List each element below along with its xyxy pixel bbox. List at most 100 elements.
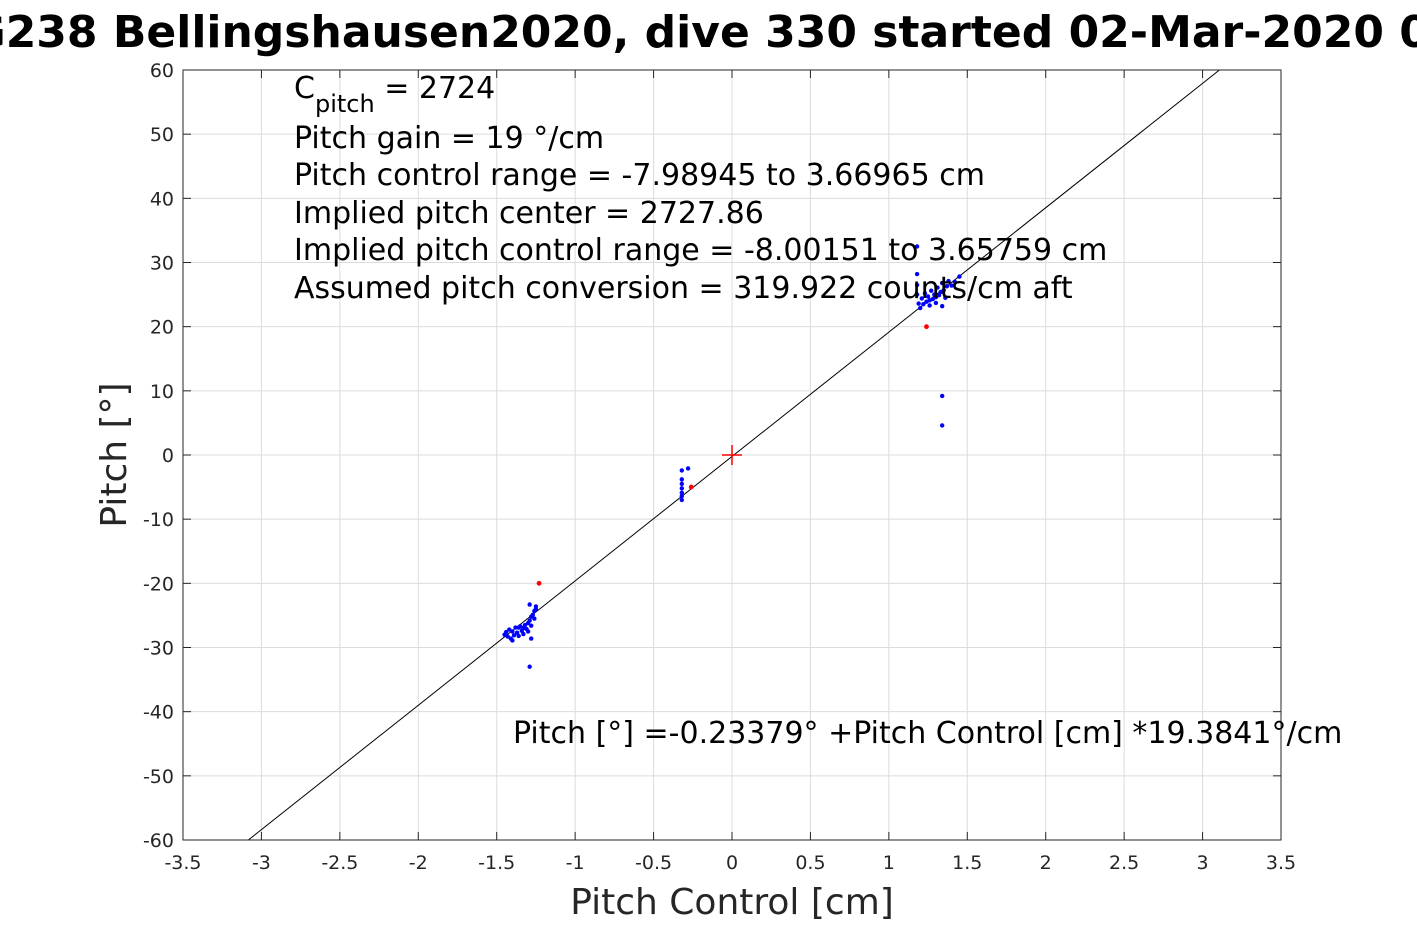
y-tick-label: -50 <box>143 766 174 788</box>
data-point <box>939 280 945 286</box>
annotation-c-pitch-base: C <box>294 71 315 106</box>
data-point <box>527 664 532 669</box>
data-point <box>914 292 920 297</box>
data-point <box>510 638 515 643</box>
x-tick-label: 2.5 <box>1109 852 1139 874</box>
x-tick-label: -2 <box>409 852 428 874</box>
y-tick-label: 20 <box>150 317 174 339</box>
x-tick-label: -0.5 <box>635 852 672 874</box>
x-tick-label: -1.5 <box>478 852 515 874</box>
data-point <box>933 300 939 306</box>
data-point <box>957 274 962 279</box>
x-axis-ticks: -3.5 -3 -2.5 -2 -1.5 -1 -0.5 0 0.5 1 1.5 2 2.5 3 3.5 <box>164 70 1296 874</box>
data-point <box>530 612 535 617</box>
data-point <box>943 295 948 300</box>
center-marker-group <box>722 445 742 465</box>
data-point <box>679 493 685 499</box>
data-point <box>529 623 534 628</box>
x-tick-label: -2.5 <box>321 852 358 874</box>
annotation-c-pitch-value: = 2724 <box>375 71 496 106</box>
y-axis-ticks: -60 -50 -40 -30 -20 -10 0 10 20 30 40 50 60 <box>143 60 1281 852</box>
annotation-implied-pitch-center: Implied pitch center = 2727.86 <box>294 196 764 231</box>
y-tick-label: 10 <box>150 381 174 403</box>
data-point <box>941 287 946 293</box>
y-axis-label: Pitch [°] <box>94 382 135 527</box>
data-point <box>924 324 929 330</box>
data-point <box>527 618 532 623</box>
y-tick-label: -10 <box>143 509 174 531</box>
data-point <box>927 303 932 308</box>
data-point <box>925 294 931 299</box>
data-point <box>525 629 531 634</box>
data-point <box>914 271 920 277</box>
data-point <box>914 282 920 288</box>
x-axis-label: Pitch Control [cm] <box>570 882 894 923</box>
data-point <box>916 301 921 306</box>
y-tick-label: 30 <box>150 253 174 275</box>
data-point <box>516 633 521 639</box>
data-point <box>688 484 694 490</box>
data-point <box>513 625 518 630</box>
y-tick-label: 0 <box>162 445 174 467</box>
data-point <box>536 580 542 586</box>
x-tick-label: 1 <box>883 852 895 874</box>
data-point <box>679 477 685 482</box>
data-point <box>679 481 685 487</box>
y-tick-label: -30 <box>143 638 174 660</box>
x-tick-label: 1.5 <box>952 852 982 874</box>
data-point <box>946 278 951 284</box>
data-point <box>921 302 926 307</box>
annotation-c-pitch: Cpitch = 2724 <box>294 71 495 118</box>
y-tick-label: -60 <box>143 830 174 852</box>
data-point <box>914 244 920 249</box>
y-tick-label: 60 <box>150 60 174 82</box>
data-point <box>679 497 685 503</box>
annotation-pitch-control-range: Pitch control range = -7.98945 to 3.6696… <box>294 158 985 193</box>
data-point <box>529 636 534 641</box>
grid <box>182 69 1282 841</box>
x-tick-label: 0.5 <box>795 852 825 874</box>
y-tick-label: 50 <box>150 124 174 146</box>
data-point <box>939 303 945 309</box>
data-point <box>511 633 517 638</box>
data-point <box>939 393 945 399</box>
x-tick-label: 3.5 <box>1266 852 1296 874</box>
data-point <box>521 631 526 637</box>
y-tick-label: 40 <box>150 188 174 210</box>
data-point <box>929 288 934 293</box>
annotation-implied-pitch-control-range: Implied pitch control range = -8.00151 t… <box>294 233 1107 268</box>
data-point <box>919 296 924 301</box>
data-point <box>533 604 539 609</box>
data-point <box>944 284 950 289</box>
data-point <box>935 285 940 290</box>
x-tick-label: -3.5 <box>164 852 201 874</box>
x-tick-label: 3 <box>1197 852 1209 874</box>
data-point <box>952 279 957 284</box>
chart-title: SG238 Bellingshausen2020, dive 330 start… <box>0 7 1417 58</box>
data-point <box>527 602 532 607</box>
annotation-assumed-pitch-conversion: Assumed pitch conversion = 319.922 count… <box>294 271 1073 306</box>
data-point <box>532 616 537 621</box>
data-point <box>922 291 928 296</box>
y-tick-label: -20 <box>143 573 174 595</box>
data-point <box>918 305 923 311</box>
x-tick-label: 2 <box>1040 852 1052 874</box>
data-point <box>521 626 526 631</box>
data-point <box>939 423 945 428</box>
data-point <box>949 283 954 288</box>
x-tick-label: -1 <box>566 852 585 874</box>
data-point <box>685 466 691 471</box>
data-points <box>502 244 962 669</box>
data-point <box>503 629 509 635</box>
data-point <box>516 625 521 630</box>
data-point <box>510 629 515 634</box>
annotation-pitch-gain: Pitch gain = 19 °/cm <box>294 121 604 156</box>
annotation-c-pitch-subscript: pitch <box>315 90 375 118</box>
x-tick-label: 0 <box>726 852 738 874</box>
fit-equation-label: Pitch [°] =-0.23379° +Pitch Control [cm]… <box>513 716 1342 751</box>
data-point <box>679 468 685 473</box>
data-point <box>679 490 685 496</box>
data-point <box>679 486 685 491</box>
x-tick-label: -3 <box>252 852 271 874</box>
